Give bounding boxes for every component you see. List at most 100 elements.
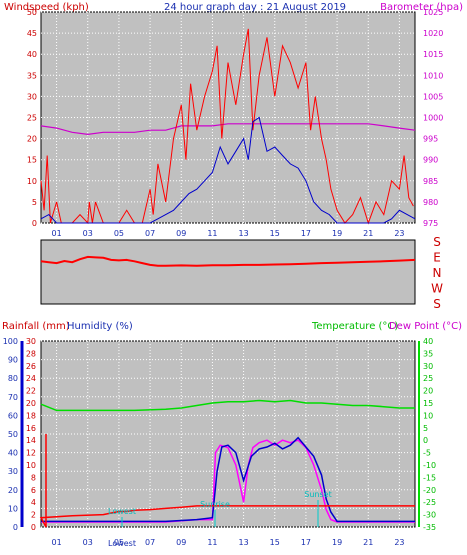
temperature-label: Temperature (°C) (311, 321, 398, 332)
rainfall-tick-label: 16 (26, 424, 36, 433)
x-tick-label: 23 (394, 229, 404, 238)
rainfall-tick-label: 28 (26, 349, 36, 358)
x-tick-label: 05 (114, 538, 124, 547)
direction-label: S (433, 297, 441, 311)
rainfall-tick-label: 30 (26, 337, 36, 346)
rainfall-tick-label: 4 (31, 498, 36, 507)
x-tick-label: 15 (270, 229, 280, 238)
x-tick-label: 11 (207, 538, 217, 547)
temperature-tick-label: -15 (423, 473, 436, 482)
annotation-lowest-x: Lowest (108, 539, 136, 548)
y-tick-label: 25 (27, 114, 37, 123)
temperature-tick-label: 35 (423, 349, 433, 358)
y-tick-label: 980 (423, 198, 438, 207)
svg-text:Lowest: Lowest (108, 539, 136, 548)
y-tick-label: 5 (32, 198, 37, 207)
windspeed-label: Windspeed (kph) (4, 2, 89, 13)
y-tick-label: 1020 (423, 29, 443, 38)
top-hour-axis: 01 03 05 07 09 11 13 15 17 19 21 23 (51, 229, 404, 238)
barometer-axis: 975 980 985 990 995 1000 1005 1010 1015 1020 1025 (423, 8, 443, 228)
wind-direction-series (40, 255, 416, 267)
x-tick-label: 07 (145, 229, 155, 238)
dewpoint-series (41, 439, 415, 523)
x-tick-label: 09 (176, 538, 186, 547)
x-tick-label: 05 (114, 229, 124, 238)
svg-text:Lowest: Lowest (108, 507, 136, 516)
temperature-axis: -35 -30 -25 -20 -15 -10 -5 0 5 10 15 20 25 30 35 40 (423, 337, 436, 532)
humidity-tick-label: 10 (8, 504, 18, 513)
temperature-tick-label: 20 (423, 387, 433, 396)
x-tick-label: 19 (332, 229, 342, 238)
temperature-series (40, 399, 415, 412)
y-tick-label: 1015 (423, 50, 443, 59)
x-tick-label: 01 (51, 229, 61, 238)
x-tick-label: 11 (207, 229, 217, 238)
rainfall-tick-label: 22 (26, 387, 36, 396)
y-tick-label: 1005 (423, 92, 443, 101)
temperature-tick-label: -35 (423, 523, 436, 532)
x-tick-label: 01 (51, 538, 61, 547)
humidity-tick-label: 50 (8, 430, 18, 439)
rainfall-series (39, 434, 415, 528)
y-tick-label: 35 (27, 71, 37, 80)
barometer-series (40, 123, 416, 136)
temperature-tick-label: 40 (423, 337, 433, 346)
humidity-tick-label: 70 (8, 393, 18, 402)
direction-plot-area (40, 239, 416, 305)
gust-series (40, 116, 416, 224)
x-tick-label: 23 (394, 538, 404, 547)
direction-label: S (433, 235, 441, 249)
rainfall-tick-label: 6 (31, 486, 36, 495)
annotation-sunrise: Sunrise (200, 500, 230, 527)
top-gridlines (41, 11, 415, 224)
rainfall-tick-label: 20 (26, 399, 36, 408)
chart-title: 24 hour graph day : 21 August 2019 (164, 2, 346, 13)
x-tick-label: 21 (363, 229, 373, 238)
y-tick-label: 1000 (423, 114, 443, 123)
rainfall-tick-label: 14 (26, 436, 36, 445)
humidity-tick-label: 30 (8, 467, 18, 476)
temperature-tick-label: 15 (423, 399, 433, 408)
humidity-axis: 0 10 20 30 40 50 60 70 80 90 100 (3, 337, 18, 532)
x-tick-label: 17 (301, 229, 311, 238)
y-tick-label: 40 (27, 50, 37, 59)
humidity-series (41, 436, 415, 523)
y-tick-label: 45 (27, 29, 37, 38)
direction-label: W (431, 282, 443, 296)
humidity-tick-label: 100 (3, 337, 18, 346)
direction-label: N (433, 266, 442, 280)
humidity-tick-label: 90 (8, 356, 18, 365)
y-tick-label: 50 (27, 8, 37, 17)
x-tick-label: 15 (270, 538, 280, 547)
y-tick-label: 985 (423, 177, 438, 186)
dewpoint-label: Dew Point (°C) (389, 321, 462, 332)
windspeed-axis: 0 5 10 15 20 25 30 35 40 45 50 (27, 8, 37, 228)
temperature-tick-label: 30 (423, 362, 433, 371)
rainfall-tick-label: 0 (31, 523, 36, 532)
temperature-tick-label: -20 (423, 486, 436, 495)
x-tick-label: 17 (301, 538, 311, 547)
rainfall-tick-label: 2 (31, 511, 36, 520)
y-tick-label: 975 (423, 219, 438, 228)
y-tick-label: 990 (423, 156, 438, 165)
x-tick-label: 03 (83, 538, 93, 547)
x-tick-label: 13 (238, 229, 248, 238)
humidity-tick-label: 20 (8, 486, 18, 495)
rainfall-tick-label: 18 (26, 411, 36, 420)
temperature-tick-label: 10 (423, 411, 433, 420)
y-tick-label: 1010 (423, 71, 443, 80)
y-tick-label: 10 (27, 177, 37, 186)
y-tick-label: 1025 (423, 8, 443, 17)
rainfall-tick-label: 10 (26, 461, 36, 470)
humidity-tick-label: 60 (8, 411, 18, 420)
svg-text:Sunset: Sunset (304, 490, 331, 499)
temperature-tick-label: 5 (423, 424, 428, 433)
y-tick-label: 0 (32, 219, 37, 228)
humidity-tick-label: 40 (8, 449, 18, 458)
annotation-sunset: Sunset (304, 490, 332, 527)
y-tick-label: 15 (27, 156, 37, 165)
y-tick-label: 20 (27, 135, 37, 144)
x-tick-label: 09 (176, 229, 186, 238)
